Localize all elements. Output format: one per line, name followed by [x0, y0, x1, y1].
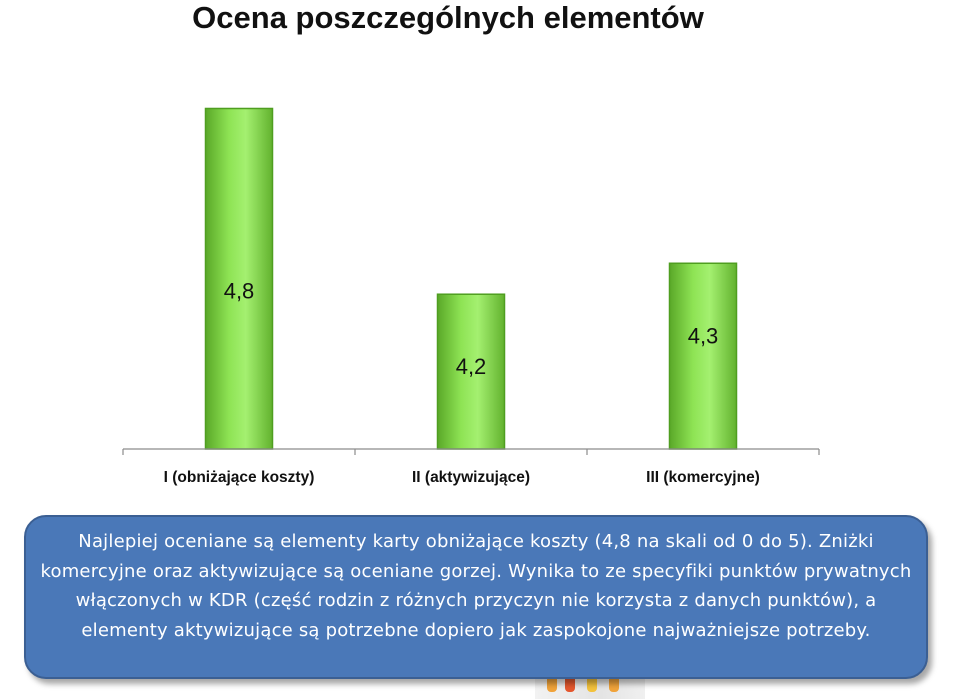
info-callout-box: Najlepiej oceniane są elementy karty obn… — [24, 515, 928, 679]
category-label: III (komercyjne) — [646, 469, 760, 486]
category-label: II (aktywizujące) — [412, 469, 530, 486]
info-text: Najlepiej oceniane są elementy karty obn… — [40, 531, 912, 641]
bar — [436, 293, 506, 450]
data-label: 4,2 — [456, 354, 487, 379]
bar — [668, 262, 738, 450]
category-label: I (obniżające koszty) — [164, 469, 315, 486]
chart-title: Ocena poszczególnych elementów — [192, 0, 704, 35]
bar — [204, 107, 274, 450]
bar-chart: 4,8 I (obniżające koszty) 4,2 II (aktywizuj… — [122, 107, 820, 486]
data-label: 4,8 — [224, 278, 255, 303]
data-label: 4,3 — [688, 323, 719, 348]
